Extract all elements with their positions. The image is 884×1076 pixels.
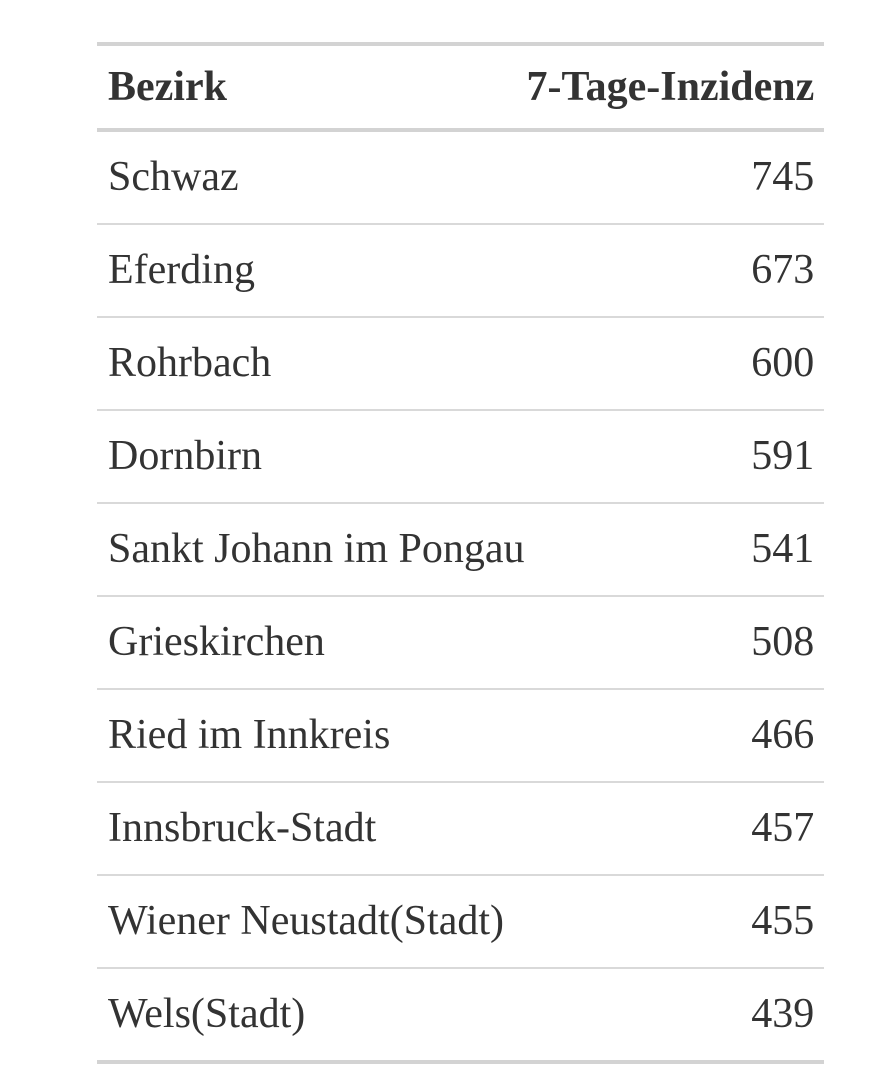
bezirk-cell: Grieskirchen	[97, 596, 526, 690]
inzidenz-cell: 673	[525, 224, 825, 318]
table-row: Schwaz 745	[97, 130, 825, 225]
table-row: Innsbruck-Stadt 457	[97, 782, 825, 876]
bezirk-cell: Rohrbach	[97, 317, 526, 411]
incidence-table: Bezirk 7-Tage-Inzidenz Schwaz 745 Eferdi…	[97, 42, 825, 1064]
bezirk-cell: Wiener Neustadt(Stadt)	[97, 875, 526, 969]
table-row: Wels(Stadt) 439	[97, 968, 824, 1062]
column-header-inzidenz: 7-Tage-Inzidenz	[525, 44, 825, 132]
bezirk-cell: Sankt Johann im Pongau	[97, 503, 526, 597]
bezirk-cell: Dornbirn	[97, 410, 526, 504]
bezirk-cell: Wels(Stadt)	[108, 991, 306, 1038]
table-row: Sankt Johann im Pongau 541	[97, 503, 825, 597]
inzidenz-cell: 457	[525, 782, 825, 876]
table-row: Ried im Innkreis 466	[97, 689, 825, 783]
incidence-table-container: Bezirk 7-Tage-Inzidenz Schwaz 745 Eferdi…	[97, 42, 825, 1064]
inzidenz-cell: 600	[525, 317, 825, 411]
table-header: Bezirk 7-Tage-Inzidenz	[97, 44, 825, 132]
inzidenz-cell: 508	[525, 596, 825, 690]
table-row: Rohrbach 600	[97, 317, 825, 411]
table-row: Eferding 673	[97, 224, 825, 318]
table-body: Schwaz 745 Eferding 673 Rohrbach 600 Dor…	[97, 130, 825, 1062]
inzidenz-cell: 541	[525, 503, 825, 597]
header-row: Bezirk 7-Tage-Inzidenz	[97, 44, 825, 132]
inzidenz-cell: 591	[525, 410, 825, 504]
inzidenz-cell: 745	[525, 130, 825, 225]
bezirk-cell: Eferding	[97, 224, 526, 318]
table-row: Grieskirchen 508	[97, 596, 825, 690]
inzidenz-cell: 466	[525, 689, 825, 783]
table-row: Dornbirn 591	[97, 410, 825, 504]
bezirk-cell: Innsbruck-Stadt	[97, 782, 526, 876]
inzidenz-cell: 439	[751, 991, 815, 1038]
column-header-bezirk: Bezirk	[97, 44, 526, 132]
bezirk-cell: Ried im Innkreis	[97, 689, 526, 783]
inzidenz-cell: 455	[525, 875, 825, 969]
bezirk-cell: Schwaz	[97, 130, 526, 225]
table-row: Wiener Neustadt(Stadt) 455	[97, 875, 825, 969]
